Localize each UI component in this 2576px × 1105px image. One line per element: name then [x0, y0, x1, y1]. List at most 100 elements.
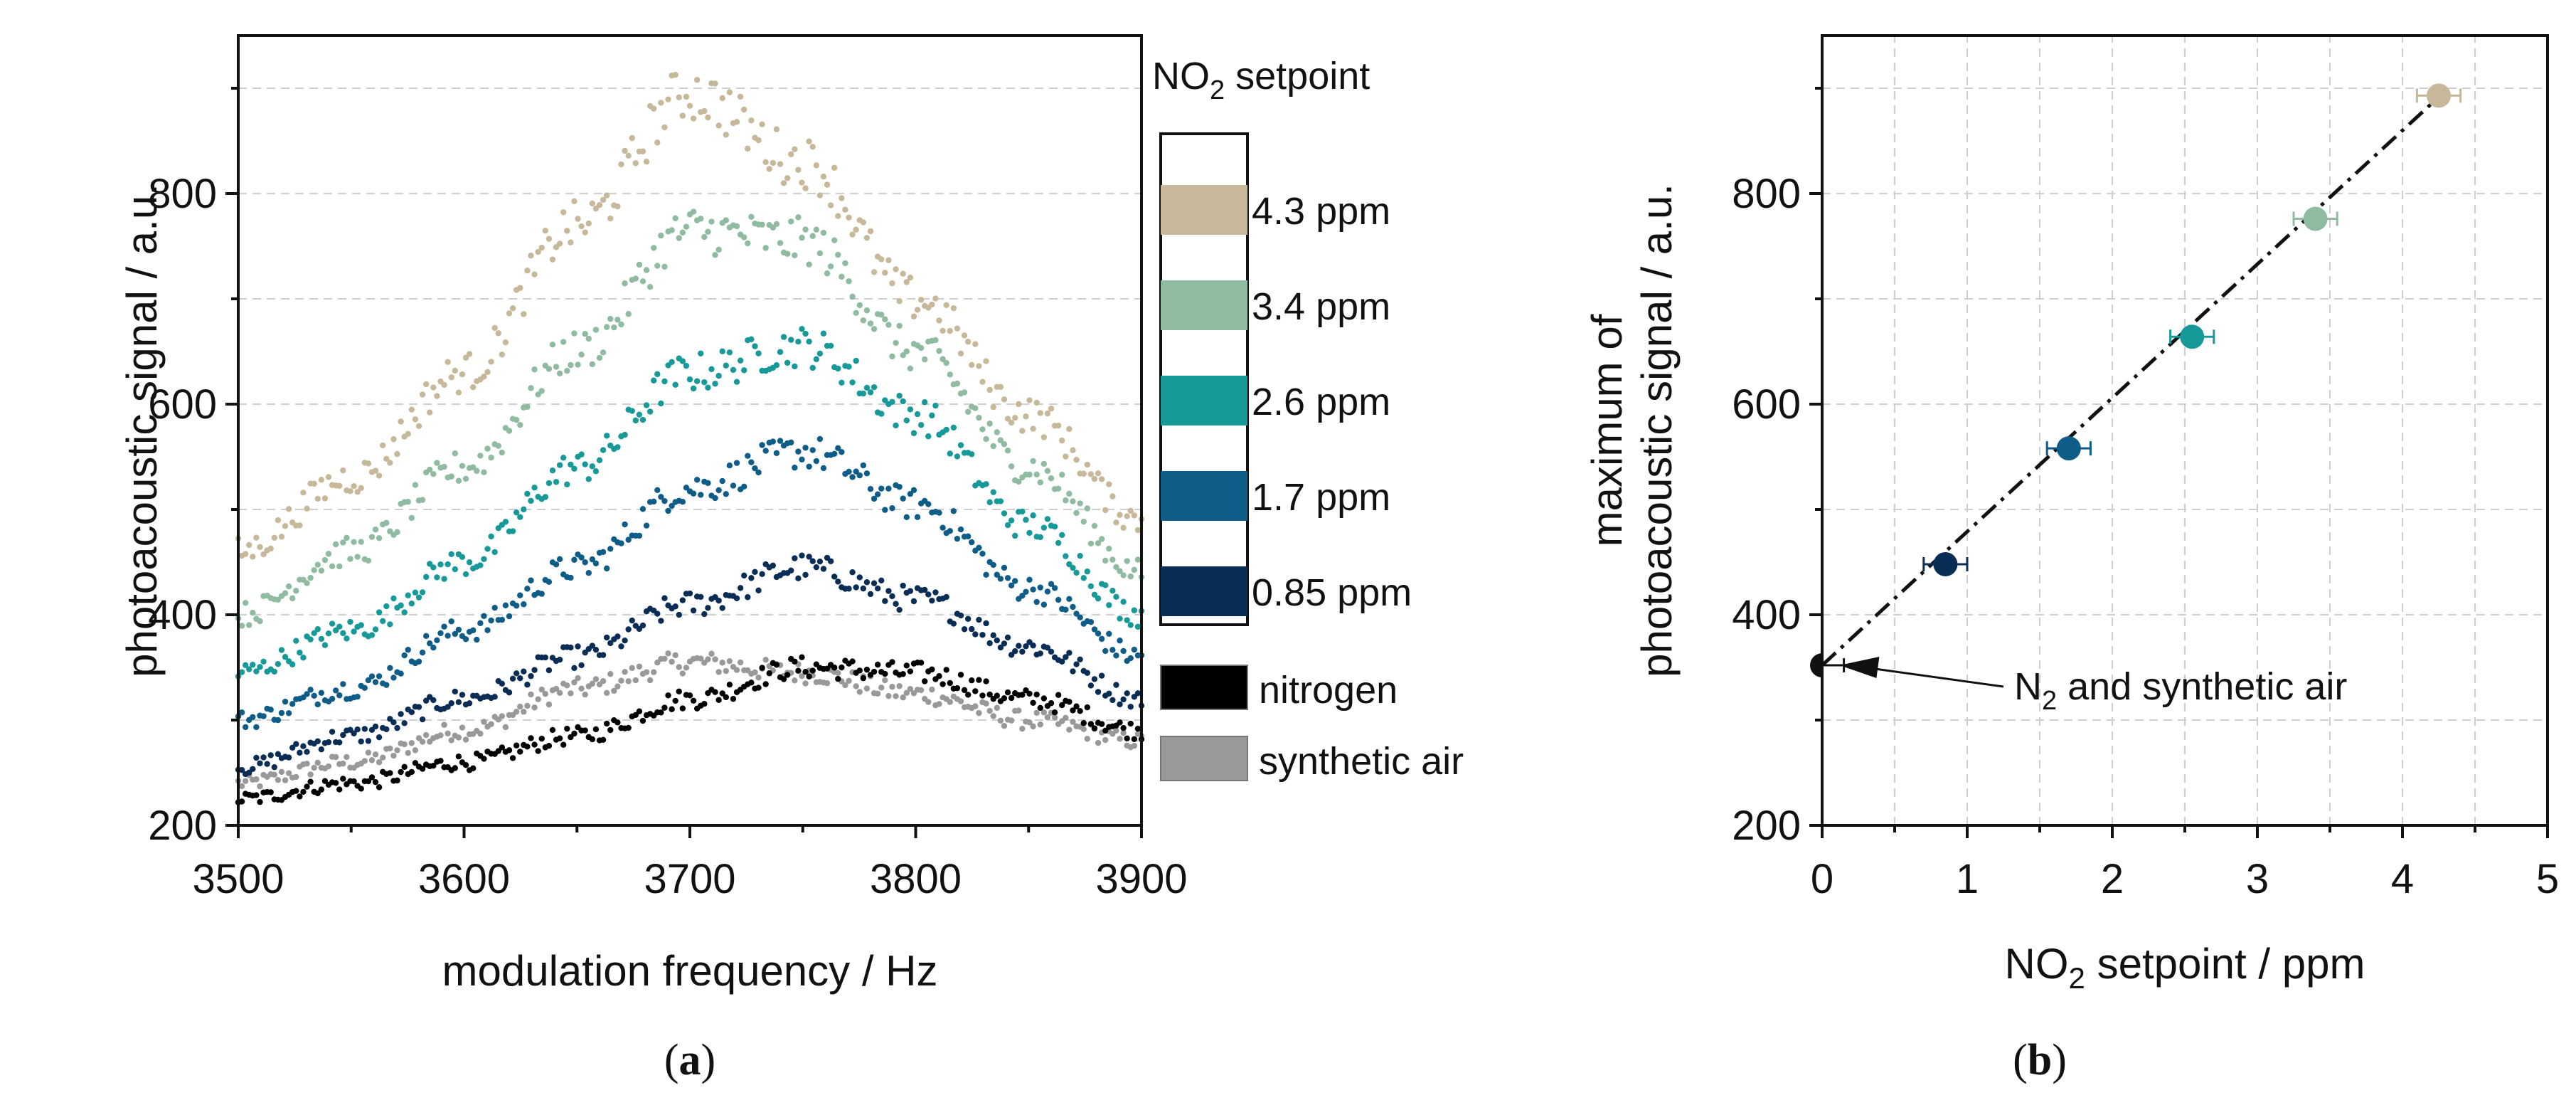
data-point [773, 450, 780, 456]
data-point [900, 352, 906, 359]
data-point [679, 229, 686, 236]
data-point [452, 765, 458, 771]
data-point [614, 683, 621, 689]
data-point [521, 668, 527, 675]
data-point [455, 754, 462, 760]
data-point [1008, 694, 1015, 702]
data-point [578, 662, 585, 669]
data-point [332, 754, 339, 761]
data-point [1066, 726, 1073, 733]
data-point [365, 557, 372, 564]
data-point [1124, 690, 1130, 697]
data-point [676, 664, 682, 670]
data-point [961, 687, 968, 694]
data-point [1810, 653, 1822, 678]
data-point [1070, 719, 1076, 725]
data-point [329, 563, 336, 570]
data-point [802, 445, 809, 451]
data-point [1124, 513, 1130, 519]
data-point [275, 717, 282, 724]
data-point [267, 752, 274, 758]
data-point [1033, 709, 1040, 716]
data-point [816, 192, 824, 199]
data-point [914, 411, 921, 418]
data-point [629, 617, 635, 624]
data-point [893, 601, 899, 607]
data-point [300, 743, 307, 749]
data-point [408, 768, 415, 776]
data-point [242, 724, 249, 731]
panel-a-y-tick-label: 600 [148, 381, 217, 428]
data-point [340, 731, 346, 739]
data-point [936, 701, 942, 707]
data-point [448, 618, 454, 625]
data-point [903, 279, 910, 285]
data-point [358, 738, 364, 745]
data-point [325, 739, 332, 746]
data-point [856, 574, 863, 581]
data-point [1026, 529, 1033, 536]
data-point [336, 786, 343, 793]
data-point [990, 489, 996, 495]
data-point [698, 492, 704, 498]
data-point [549, 256, 556, 263]
data-point [705, 114, 711, 121]
data-point [792, 146, 798, 152]
data-point [289, 744, 296, 751]
data-point [549, 342, 556, 348]
data-point [589, 556, 596, 563]
data-point [820, 330, 827, 337]
data-point [422, 381, 430, 388]
data-point [452, 450, 458, 457]
data-point [614, 317, 621, 323]
data-point [665, 650, 671, 657]
data-point [846, 677, 852, 684]
data-point [802, 330, 809, 337]
data-point [484, 546, 491, 552]
data-point [2056, 436, 2081, 461]
data-point [575, 361, 581, 368]
data-point [730, 366, 737, 374]
data-point [314, 626, 321, 633]
data-point [885, 692, 892, 699]
caption-b-letter: b [2028, 1036, 2052, 1084]
data-point [1048, 700, 1055, 707]
data-point [1084, 704, 1091, 711]
data-point [784, 672, 791, 678]
data-point [813, 162, 820, 169]
data-point [683, 223, 690, 230]
panel-b-x-tick-label: 5 [2536, 856, 2559, 902]
data-point [1070, 668, 1076, 675]
data-point [412, 416, 419, 423]
data-point [1077, 708, 1083, 714]
data-point [715, 122, 722, 129]
annotation-label-main: N [2014, 665, 2042, 708]
data-point [759, 665, 765, 671]
data-point [419, 716, 426, 723]
data-point [827, 202, 834, 208]
data-point [600, 652, 607, 658]
data-point [917, 344, 925, 351]
data-point [246, 622, 252, 628]
data-point [1008, 582, 1015, 588]
data-point [658, 400, 664, 407]
data-point [831, 665, 838, 671]
data-point [441, 576, 447, 582]
data-point [242, 662, 249, 669]
data-point [524, 586, 531, 592]
data-point [412, 482, 419, 488]
panel-a-x-tick-label: 3600 [418, 856, 510, 902]
data-point [380, 442, 386, 449]
data-point [1026, 719, 1033, 726]
data-point [340, 467, 346, 474]
data-point [1016, 643, 1022, 649]
data-point [733, 223, 740, 230]
panel-a-chart: 200 400 600 800 3500 3600 3700 3800 3900 modulat… [118, 34, 1188, 995]
data-point [361, 684, 368, 691]
data-point [622, 669, 628, 675]
data-point [925, 433, 932, 440]
data-point [669, 502, 675, 509]
data-point [297, 650, 303, 656]
data-point [809, 233, 816, 239]
data-point [795, 166, 802, 173]
